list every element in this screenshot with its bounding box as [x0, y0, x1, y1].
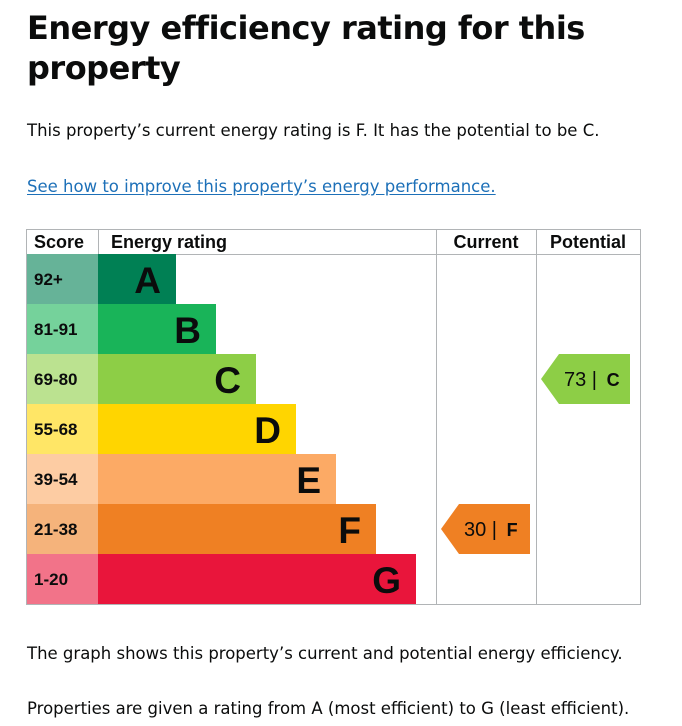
score-label-g: 1-20 — [34, 570, 68, 589]
rating-letter-f: F — [338, 510, 361, 551]
current-rating-value: 30 | F — [464, 519, 518, 541]
score-cell-c — [27, 354, 98, 404]
rating-summary: This property’s current energy rating is… — [27, 121, 600, 140]
score-cell-e — [27, 454, 98, 504]
rating-letter-e: E — [296, 460, 321, 501]
rating-bar-g — [98, 554, 416, 604]
header-potential: Potential — [550, 232, 626, 252]
score-label-c: 69-80 — [34, 370, 77, 389]
header-current: Current — [453, 232, 518, 252]
header-score: Score — [34, 232, 84, 252]
rating-scale-description: Properties are given a rating from A (mo… — [27, 699, 630, 718]
rating-bar-e — [98, 454, 336, 504]
rating-letter-g: G — [372, 560, 401, 601]
rating-bar-b — [98, 304, 216, 354]
rating-bar-a — [98, 254, 176, 304]
score-cell-g — [27, 554, 98, 604]
score-cell-b — [27, 304, 98, 354]
page-title: Energy efficiency rating for this proper… — [27, 9, 585, 87]
chart-border — [26, 229, 641, 605]
score-cell-a — [27, 254, 98, 304]
potential-rating-value: 73 | C — [564, 369, 620, 391]
header-energy-rating: Energy rating — [111, 232, 227, 252]
rating-bar-f — [98, 504, 376, 554]
score-label-f: 21-38 — [34, 520, 77, 539]
score-cell-f — [27, 504, 98, 554]
score-label-a: 92+ — [34, 270, 63, 289]
score-cell-d — [27, 404, 98, 454]
rating-letter-d: D — [254, 410, 281, 451]
rating-letter-c: C — [214, 360, 241, 401]
graph-description: The graph shows this property’s current … — [27, 644, 623, 663]
improve-energy-link[interactable]: See how to improve this property’s energ… — [27, 177, 496, 196]
current-rating-arrow — [441, 504, 530, 554]
rating-bar-d — [98, 404, 296, 454]
potential-rating-arrow — [541, 354, 630, 404]
score-label-b: 81-91 — [34, 320, 77, 339]
score-label-e: 39-54 — [34, 470, 78, 489]
rating-bar-c — [98, 354, 256, 404]
score-label-d: 55-68 — [34, 420, 77, 439]
rating-letter-b: B — [174, 310, 201, 351]
rating-letter-a: A — [134, 260, 161, 301]
